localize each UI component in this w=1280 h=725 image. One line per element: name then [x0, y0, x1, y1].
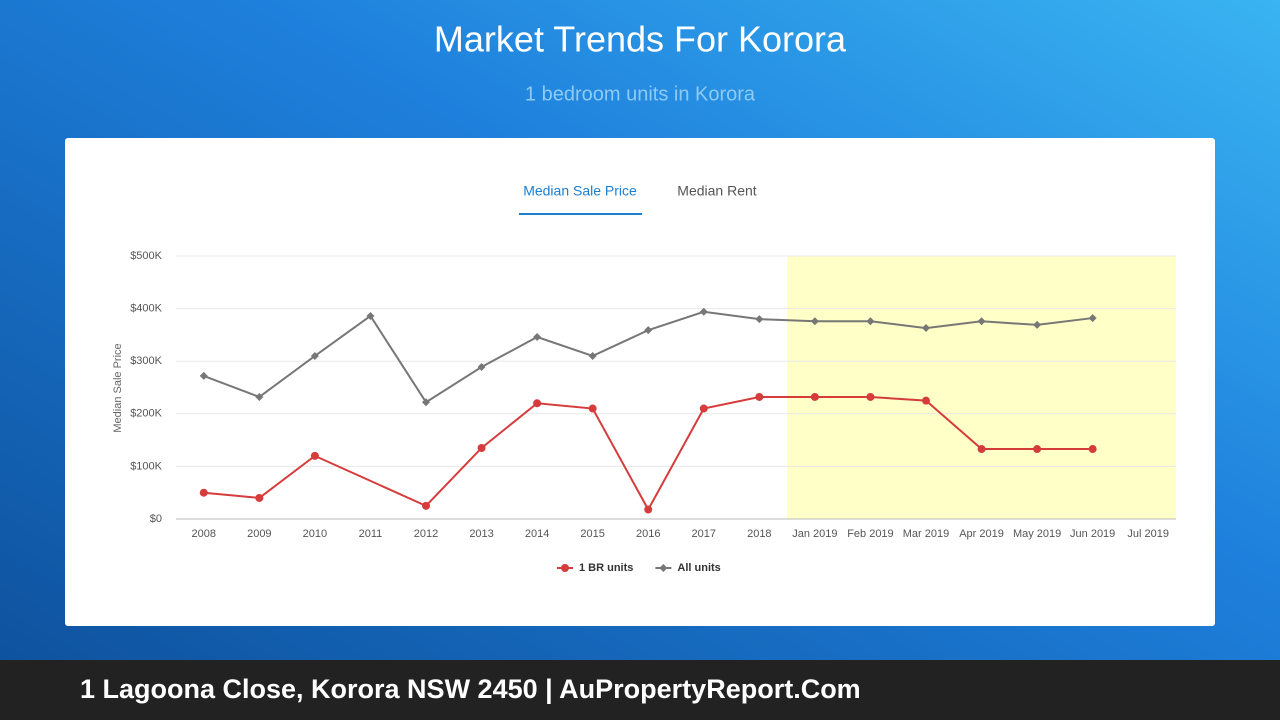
gap-bridge — [314, 454, 427, 507]
point — [699, 307, 708, 316]
point — [533, 333, 542, 342]
y-tick-label: $0 — [150, 513, 162, 525]
point — [1033, 445, 1042, 454]
point — [366, 311, 375, 320]
plot: $0 $100K $200K $300K $400K $500K 2008 2009 2010 2… — [130, 250, 1176, 574]
x-tick-label: 2008 — [192, 528, 216, 540]
point — [866, 317, 875, 326]
point — [1088, 314, 1097, 323]
point — [755, 392, 764, 401]
point — [922, 396, 930, 405]
x-tick-label: Jul 2019 — [1127, 528, 1169, 540]
y-tick-label: $400K — [130, 303, 162, 315]
footer-text: 1 Lagoona Close, Korora NSW 2450 | AuPro… — [80, 674, 861, 704]
x-tick-label: 2011 — [359, 528, 383, 540]
point — [199, 371, 208, 380]
x-tick-label: 2018 — [747, 528, 771, 540]
point — [755, 315, 764, 324]
x-tick-label: Jan 2019 — [792, 528, 837, 540]
point — [477, 443, 486, 452]
y-tick-label: $500K — [130, 250, 162, 262]
x-tick-label: 2009 — [247, 528, 271, 540]
tab[interactable]: Median Sale Price — [523, 183, 637, 199]
legend-label: All units — [677, 562, 720, 574]
point — [977, 317, 986, 326]
point — [922, 324, 930, 333]
x-tick-label: 2016 — [636, 528, 660, 540]
point — [255, 392, 264, 401]
point — [588, 351, 597, 360]
point — [699, 404, 708, 413]
legend-marker — [561, 564, 569, 572]
x-tick-label: 2014 — [525, 528, 549, 540]
point — [422, 398, 430, 407]
x-tick-label: 2017 — [692, 528, 716, 540]
y-tick-label: $300K — [130, 355, 162, 367]
y-tick-label: $200K — [130, 408, 162, 420]
x-tick-label: Mar 2019 — [903, 528, 949, 540]
highlight-region — [787, 256, 1176, 519]
point — [310, 351, 319, 360]
point — [977, 445, 986, 454]
legend-label: 1 BR units — [579, 562, 633, 574]
point — [477, 362, 486, 371]
point — [810, 392, 819, 401]
point — [588, 404, 597, 413]
point — [255, 493, 264, 502]
page-title: Market Trends For Korora — [434, 19, 847, 60]
x-tick-label: 2013 — [469, 528, 493, 540]
x-tick-label: May 2019 — [1013, 528, 1061, 540]
x-tick-label: Feb 2019 — [847, 528, 893, 540]
point — [199, 488, 208, 497]
point — [644, 505, 653, 514]
footer-bar — [0, 660, 1280, 720]
y-axis-label: Median Sale Price — [112, 343, 124, 432]
x-tick-label: 2010 — [303, 528, 327, 540]
point — [310, 451, 319, 460]
legend-marker — [659, 564, 668, 572]
point — [533, 399, 542, 408]
x-tick-label: Apr 2019 — [959, 528, 1004, 540]
y-tick-label: $100K — [130, 460, 162, 472]
point — [866, 392, 875, 401]
x-tick-label: 2015 — [580, 528, 604, 540]
page-subtitle: 1 bedroom units in Korora — [525, 83, 756, 105]
tab-underline — [519, 213, 642, 215]
point — [422, 501, 430, 510]
point — [810, 317, 819, 326]
x-tick-label: 2012 — [414, 528, 438, 540]
point — [644, 326, 653, 335]
point — [1088, 445, 1097, 454]
tab[interactable]: Median Rent — [677, 183, 756, 199]
point — [1033, 320, 1042, 329]
x-tick-label: Jun 2019 — [1070, 528, 1115, 540]
